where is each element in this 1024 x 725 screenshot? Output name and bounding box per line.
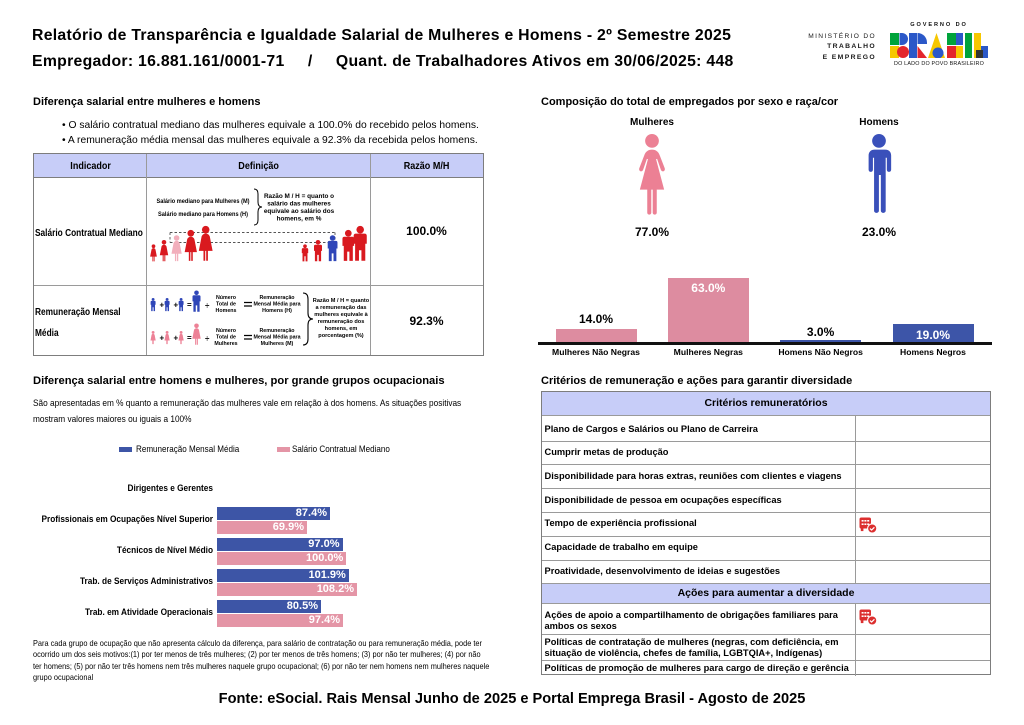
svg-text:+: + bbox=[160, 334, 165, 343]
svg-text:a remuneração das: a remuneração das bbox=[316, 305, 367, 311]
svg-text:salário das mulheres: salário das mulheres bbox=[267, 201, 331, 208]
svg-text:Remuneração: Remuneração bbox=[259, 295, 295, 301]
svg-text:÷: ÷ bbox=[205, 334, 210, 343]
svg-text:Total de: Total de bbox=[216, 302, 236, 308]
svg-text:homens, em: homens, em bbox=[325, 326, 358, 332]
svg-text:Mulheres: Mulheres bbox=[214, 341, 237, 347]
svg-text:equivale ao salário dos: equivale ao salário dos bbox=[264, 208, 335, 215]
svg-text:+: + bbox=[160, 301, 165, 310]
svg-text:+: + bbox=[174, 334, 179, 343]
svg-text:homens, em %: homens, em % bbox=[277, 216, 322, 223]
svg-text:Número: Número bbox=[216, 328, 237, 334]
svg-text:Salário mediano para Mulheres: Salário mediano para Mulheres (M) bbox=[156, 199, 249, 205]
svg-text:Mensal Média para: Mensal Média para bbox=[253, 335, 300, 341]
svg-text:Homens (H): Homens (H) bbox=[262, 308, 292, 314]
svg-text:Salário mediano para Homens (H: Salário mediano para Homens (H) bbox=[158, 212, 248, 218]
svg-text:=: = bbox=[187, 301, 192, 310]
svg-text:÷: ÷ bbox=[205, 301, 210, 310]
svg-text:Homens: Homens bbox=[216, 308, 237, 314]
svg-text:Total de: Total de bbox=[216, 335, 236, 341]
svg-text:mulheres equivale à: mulheres equivale à bbox=[314, 312, 368, 318]
svg-text:Mulheres (M): Mulheres (M) bbox=[261, 341, 294, 347]
svg-text:remuneração dos: remuneração dos bbox=[318, 319, 365, 325]
svg-text:+: + bbox=[174, 301, 179, 310]
svg-text:Razão M / H = quanto: Razão M / H = quanto bbox=[313, 298, 370, 304]
svg-text:Número: Número bbox=[216, 295, 237, 301]
svg-text:porcentagem (%): porcentagem (%) bbox=[318, 333, 364, 339]
svg-text:Razão M / H = quanto o: Razão M / H = quanto o bbox=[264, 193, 334, 200]
svg-text:Mensal Média para: Mensal Média para bbox=[253, 302, 300, 308]
svg-text:Remuneração: Remuneração bbox=[259, 328, 295, 334]
svg-text:=: = bbox=[187, 334, 192, 343]
